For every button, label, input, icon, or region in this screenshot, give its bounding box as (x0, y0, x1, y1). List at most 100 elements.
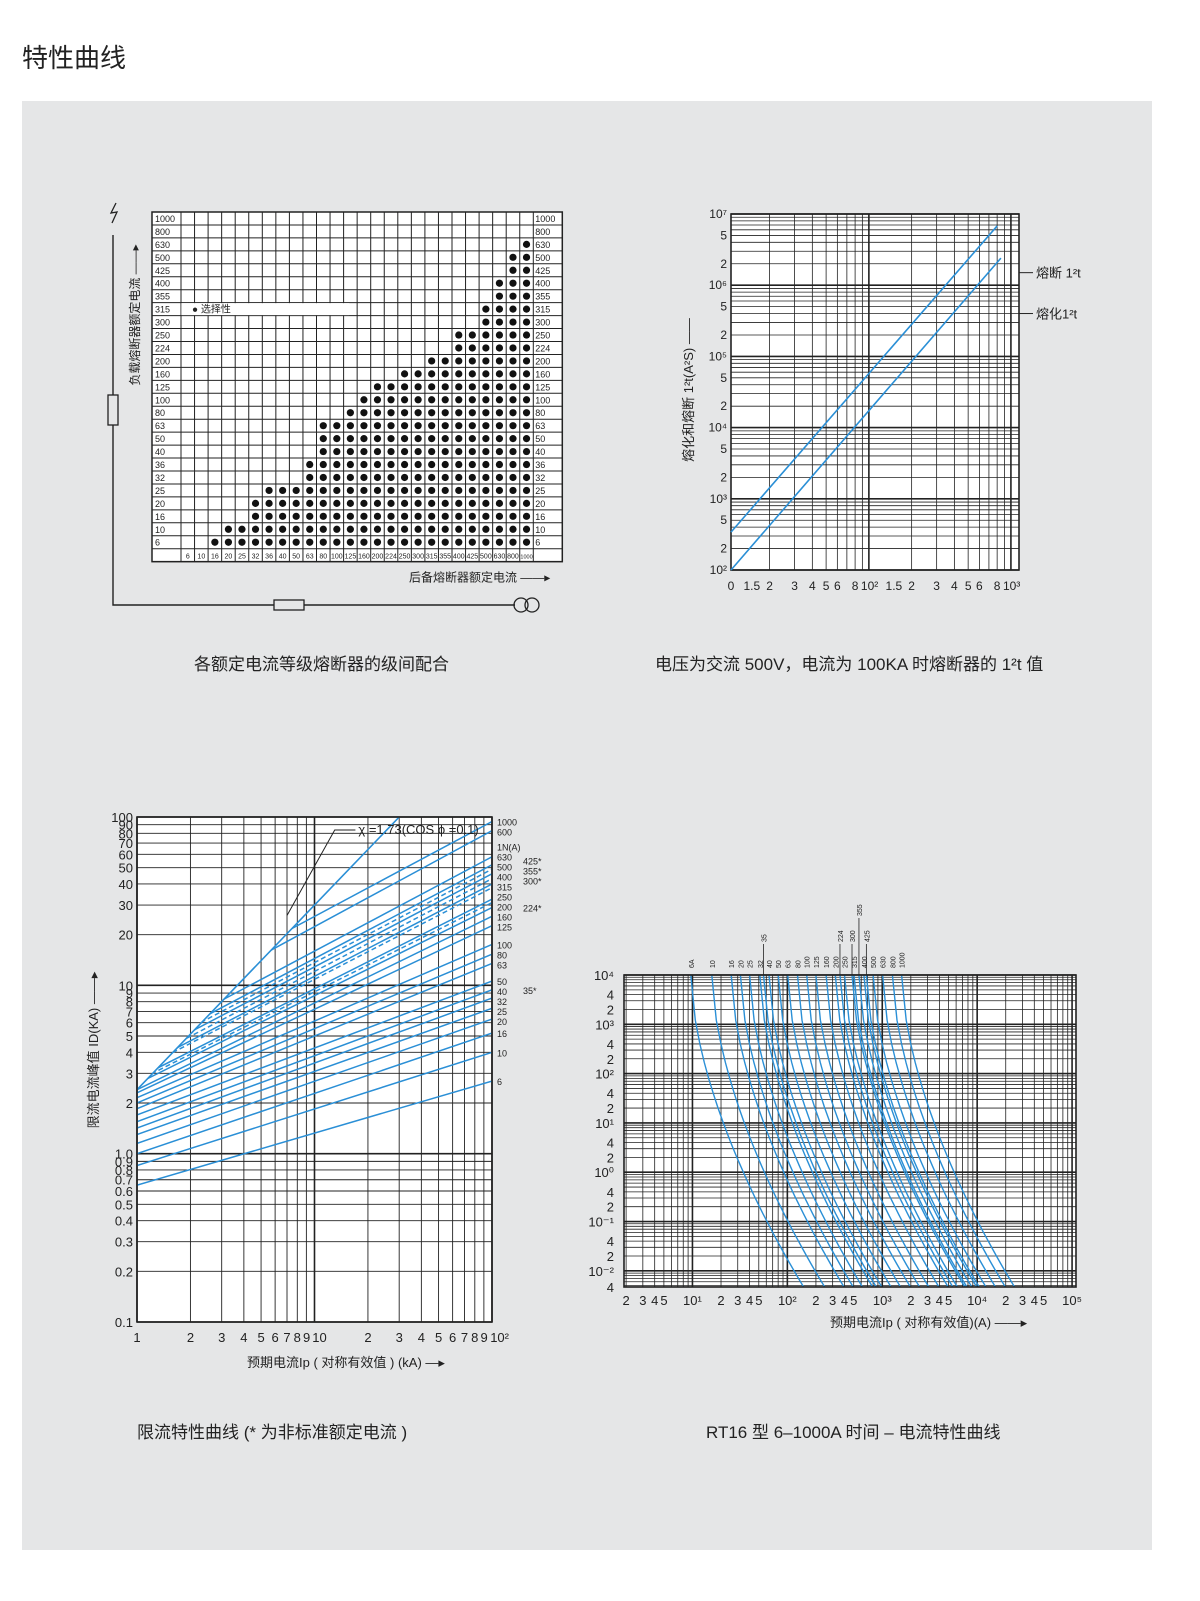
plot-frame (623, 974, 1077, 1288)
y-axis-label: 限流电流峰值 ID(KA) ——▸ (86, 971, 101, 1128)
column-label: 224 (385, 554, 397, 561)
selectivity-dot (482, 409, 490, 417)
rating-label: 355 (857, 904, 864, 916)
selectivity-dot (522, 512, 531, 520)
rating-label: 35 (761, 934, 768, 942)
selectivity-dot (346, 447, 354, 456)
selectivity-dot (387, 435, 395, 443)
rating-label: 63 (786, 960, 793, 968)
selectivity-dot (428, 460, 436, 469)
selectivity-dot (509, 357, 517, 365)
y-tick-label: 20 (119, 928, 133, 943)
curve-400 (863, 975, 978, 1287)
row-label-right: 25 (535, 486, 545, 496)
selectivity-dot (414, 512, 422, 520)
selectivity-dot (333, 538, 341, 546)
selectivity-dot (509, 305, 517, 313)
y-tick-label: 10³ (595, 1017, 614, 1032)
selectivity-dot (306, 499, 314, 507)
y-tick-label: 5 (720, 228, 727, 242)
y-tick-label: 2 (607, 1101, 614, 1116)
series-line (730, 225, 998, 533)
x-tick-label: 2 (717, 1293, 724, 1308)
selectivity-dot (482, 318, 490, 326)
selectivity-dot (509, 370, 517, 378)
selectivity-dot (360, 512, 368, 520)
selectivity-dot (482, 383, 490, 391)
lightning-icon (109, 202, 119, 224)
row-label-right: 20 (535, 499, 545, 509)
selectivity-dot (373, 422, 382, 430)
x-tick-label: 1.5 (886, 579, 903, 593)
y-tick-label: 0.5 (115, 1197, 133, 1212)
curve-200 (834, 975, 949, 1287)
rating-label: 500 (871, 956, 878, 968)
series-label: 100 (497, 940, 512, 950)
y-tick-label: 10⁰ (594, 1165, 614, 1180)
selectivity-dot (455, 435, 463, 443)
series-label-nonstandard: 35* (523, 986, 537, 996)
y-tick-label: 90 (119, 818, 133, 833)
rating-label: 6A (689, 959, 696, 968)
selectivity-dot (455, 344, 463, 352)
series-label-nonstandard: 425* (523, 857, 542, 867)
selectivity-dot (360, 486, 368, 495)
curve-800 (891, 975, 1007, 1287)
plot-frame (730, 213, 1020, 571)
selectivity-dot (373, 538, 382, 546)
y-tick-label: 70 (119, 836, 133, 851)
row-label-left: 250 (155, 331, 170, 341)
selectivity-dot (482, 538, 490, 546)
curve-250 (843, 975, 959, 1287)
selectivity-dot (265, 486, 273, 495)
selectivity-dot (346, 460, 354, 469)
plot-area (731, 214, 1019, 570)
series-label: 50 (497, 977, 507, 987)
selectivity-dot (414, 409, 422, 417)
y-tick-label: 40 (119, 877, 133, 892)
envelope-line (136, 816, 400, 1091)
y-tick-label: 10⁻¹ (588, 1215, 614, 1230)
series-label: 125 (497, 922, 512, 932)
annotation: χ =1.73(COS ϕ =0.1) (358, 822, 478, 837)
row-label-right: 1000 (535, 214, 555, 224)
selectivity-dot (360, 473, 368, 482)
selectivity-dot (319, 422, 327, 430)
row-label-left: 100 (155, 395, 170, 405)
selectivity-dot (482, 460, 490, 469)
selectivity-dot (509, 409, 517, 417)
selectivity-dot (306, 525, 314, 533)
y-tick-label: 10¹ (595, 1116, 614, 1131)
y-tick-label: 60 (119, 847, 133, 862)
selectivity-dot (482, 525, 490, 533)
selectivity-dot (495, 331, 504, 339)
y-tick-label: 30 (119, 898, 133, 913)
rating-label: 200 (833, 956, 840, 968)
selectivity-dot (455, 383, 463, 391)
selectivity-dot (265, 525, 273, 533)
selectivity-dot (495, 344, 504, 352)
series-label: 6 (497, 1077, 502, 1087)
x-tick-label: 4 (418, 1330, 425, 1345)
selectivity-dot (292, 499, 300, 507)
selectivity-dot (346, 512, 354, 520)
selectivity-dot (428, 512, 436, 520)
selectivity-dot (387, 422, 395, 430)
circuit-wire (112, 235, 515, 606)
column-label: 20 (225, 554, 233, 561)
curve-63 (787, 975, 902, 1287)
row-label-right: 250 (535, 331, 550, 341)
selectivity-dot (522, 305, 531, 313)
selectivity-dot (495, 318, 504, 326)
selectivity-dot (373, 473, 382, 482)
curve-630 (881, 975, 997, 1287)
selectivity-dot (522, 383, 531, 391)
x-tick-label: 3 (639, 1293, 646, 1308)
x-tick-label: 4 (936, 1293, 943, 1308)
row-label-left: 63 (155, 421, 165, 431)
selectivity-dot (495, 422, 504, 430)
curve-355 (858, 975, 973, 1287)
selectivity-dot (414, 422, 422, 430)
y-tick-label: 2 (720, 257, 727, 271)
row-label-right: 10 (535, 525, 545, 535)
